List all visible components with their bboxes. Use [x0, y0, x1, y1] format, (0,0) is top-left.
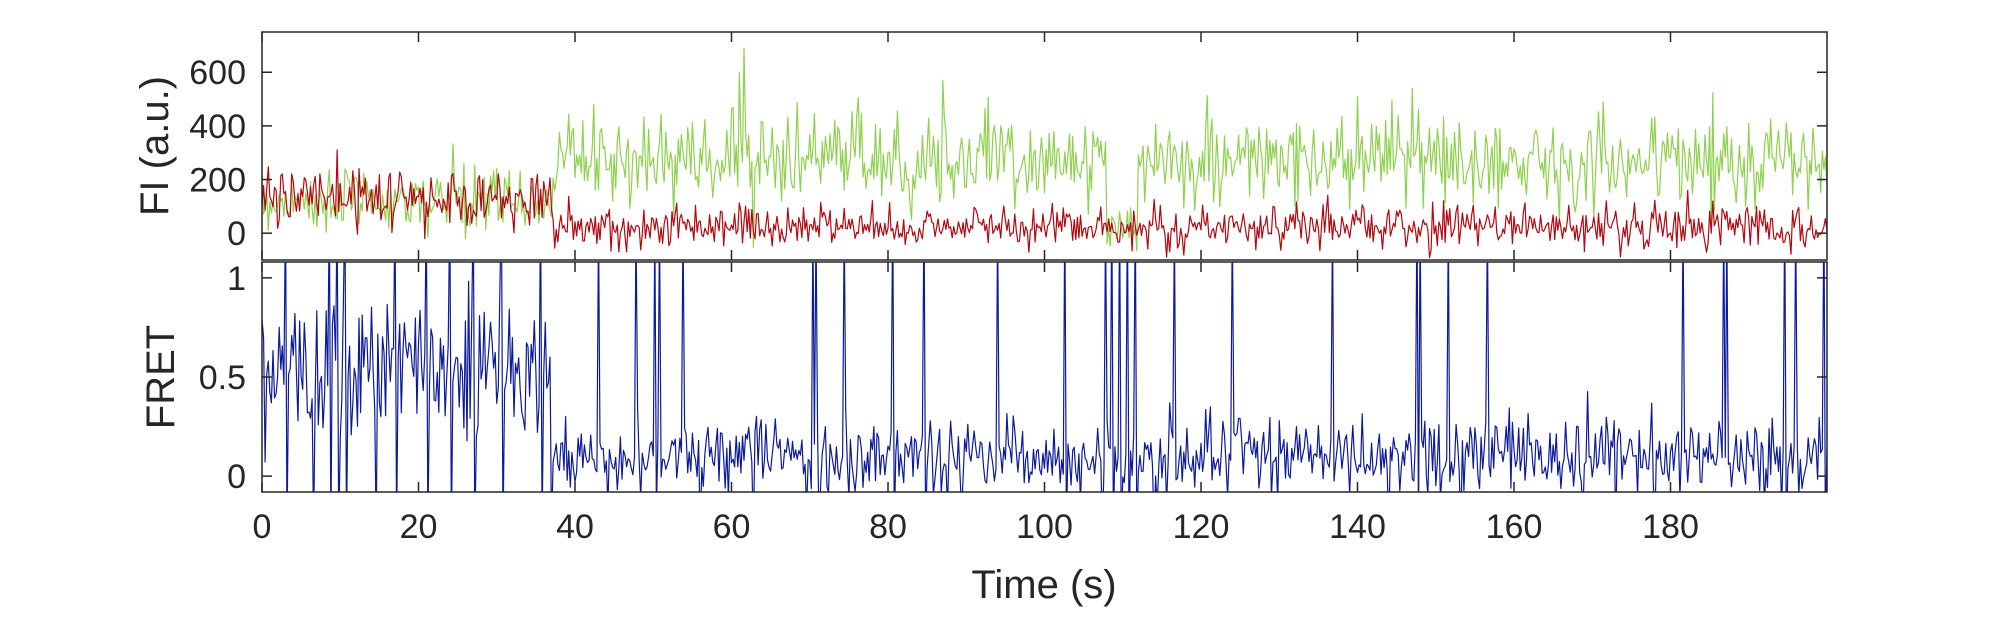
x-tick-label: 120: [1173, 508, 1230, 546]
fret-ytick-label: 0.5: [199, 359, 246, 397]
intensity-series-1: [262, 149, 1827, 259]
fret-axis-ticks: 0 0.5 1 0 20 40 60 80 100 120 140 160 180: [199, 260, 1827, 546]
x-tick-label: 0: [253, 508, 272, 546]
x-tick-label: 60: [713, 508, 751, 546]
fret-ytick-label: 1: [227, 260, 246, 298]
fret-series-0: [262, 262, 1827, 492]
x-tick-label: 20: [400, 508, 438, 546]
intensity-ytick-label: 0: [227, 215, 246, 253]
intensity-axes-box: [261, 31, 1828, 261]
intensity-plot-area: [262, 32, 1827, 260]
fret-panel: 0 0.5 1 0 20 40 60 80 100 120 140 160 180 FRET Time …: [139, 260, 1828, 607]
intensity-traces: [262, 47, 1827, 259]
fret-y-axis-label: FRET: [139, 325, 183, 429]
intensity-panel: 0 200 400 600 FI (a.u.): [133, 31, 1828, 261]
fret-axes-box: [261, 261, 1828, 493]
x-tick-label: 160: [1486, 508, 1543, 546]
x-tick-label: 100: [1016, 508, 1073, 546]
fret-trace: [262, 262, 1827, 492]
intensity-y-axis-label: FI (a.u.): [133, 76, 177, 216]
x-tick-label: 140: [1329, 508, 1386, 546]
intensity-ytick-label: 600: [189, 54, 246, 92]
fret-plot-area: [262, 262, 1827, 492]
intensity-ytick-label: 400: [189, 108, 246, 146]
intensity-ytick-label: 200: [189, 162, 246, 200]
x-tick-label: 80: [869, 508, 907, 546]
x-tick-label: 180: [1642, 508, 1699, 546]
fret-ytick-label: 0: [227, 458, 246, 496]
x-axis-label: Time (s): [971, 563, 1116, 607]
intensity-axis-ticks: 0 200 400 600: [189, 32, 1827, 260]
x-tick-label: 40: [556, 508, 594, 546]
